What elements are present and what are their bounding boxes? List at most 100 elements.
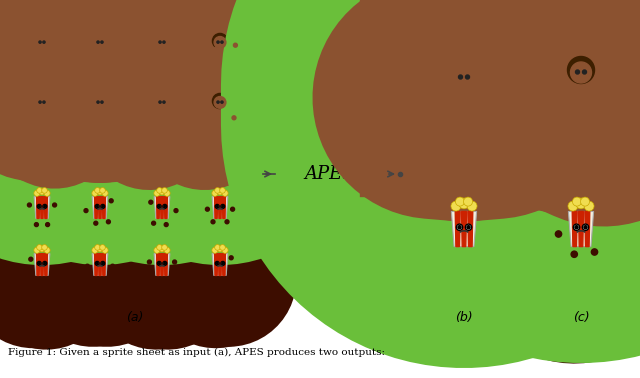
Circle shape xyxy=(37,204,41,208)
Circle shape xyxy=(95,245,100,250)
Ellipse shape xyxy=(163,81,169,85)
Circle shape xyxy=(36,96,48,108)
Circle shape xyxy=(39,41,41,43)
Circle shape xyxy=(459,198,469,209)
Circle shape xyxy=(164,205,166,208)
Circle shape xyxy=(101,204,105,208)
Ellipse shape xyxy=(92,80,97,83)
Circle shape xyxy=(467,201,477,211)
Polygon shape xyxy=(44,254,47,276)
Circle shape xyxy=(591,249,598,255)
Circle shape xyxy=(556,231,562,237)
Circle shape xyxy=(230,207,235,211)
Circle shape xyxy=(159,41,161,43)
Circle shape xyxy=(164,223,168,226)
Circle shape xyxy=(572,197,582,206)
Circle shape xyxy=(94,96,106,108)
Circle shape xyxy=(100,245,106,250)
Circle shape xyxy=(163,262,167,265)
Circle shape xyxy=(205,60,209,64)
Circle shape xyxy=(36,187,42,193)
Circle shape xyxy=(458,75,463,79)
Polygon shape xyxy=(468,212,473,246)
Circle shape xyxy=(94,37,106,48)
Circle shape xyxy=(156,37,168,48)
Circle shape xyxy=(205,207,209,211)
Circle shape xyxy=(222,190,228,196)
Text: Figure 1: Given a sprite sheet as input (a), APES produces two outputs:: Figure 1: Given a sprite sheet as input … xyxy=(8,347,385,356)
Polygon shape xyxy=(222,254,225,276)
Circle shape xyxy=(149,200,153,204)
Polygon shape xyxy=(455,212,460,246)
Circle shape xyxy=(451,62,477,88)
Circle shape xyxy=(467,226,470,229)
Polygon shape xyxy=(572,212,577,246)
Circle shape xyxy=(97,188,104,195)
Polygon shape xyxy=(212,254,228,276)
Circle shape xyxy=(568,56,595,84)
Circle shape xyxy=(490,94,497,101)
Circle shape xyxy=(92,247,98,253)
Circle shape xyxy=(216,205,218,208)
Circle shape xyxy=(106,220,110,224)
Circle shape xyxy=(225,220,229,224)
Circle shape xyxy=(102,205,104,208)
Circle shape xyxy=(212,190,218,196)
Circle shape xyxy=(95,204,99,208)
Circle shape xyxy=(158,205,160,208)
Circle shape xyxy=(582,70,586,74)
Ellipse shape xyxy=(155,81,161,85)
Circle shape xyxy=(552,87,559,93)
Ellipse shape xyxy=(49,79,55,82)
Circle shape xyxy=(163,41,165,43)
Circle shape xyxy=(44,247,50,253)
Circle shape xyxy=(575,198,586,209)
Polygon shape xyxy=(102,254,106,276)
FancyBboxPatch shape xyxy=(8,160,263,300)
Circle shape xyxy=(456,224,463,231)
Circle shape xyxy=(456,197,465,206)
Text: (b): (b) xyxy=(455,311,473,324)
Circle shape xyxy=(24,60,29,64)
Circle shape xyxy=(216,245,223,252)
Circle shape xyxy=(92,33,108,48)
Polygon shape xyxy=(585,212,590,246)
Circle shape xyxy=(454,67,474,88)
Circle shape xyxy=(163,204,167,208)
Circle shape xyxy=(52,203,56,207)
Circle shape xyxy=(212,33,228,48)
Circle shape xyxy=(575,70,579,74)
Circle shape xyxy=(214,37,226,48)
Circle shape xyxy=(35,223,38,226)
Circle shape xyxy=(91,277,95,281)
Polygon shape xyxy=(222,197,225,218)
Circle shape xyxy=(109,199,113,203)
Circle shape xyxy=(39,101,41,103)
Circle shape xyxy=(92,93,108,108)
Circle shape xyxy=(154,93,170,108)
Polygon shape xyxy=(34,254,50,276)
Circle shape xyxy=(203,120,207,124)
Polygon shape xyxy=(102,197,106,218)
Circle shape xyxy=(470,253,476,260)
Circle shape xyxy=(157,204,161,208)
Circle shape xyxy=(97,245,104,252)
Circle shape xyxy=(214,245,220,250)
Circle shape xyxy=(52,119,56,122)
Ellipse shape xyxy=(595,135,607,141)
Polygon shape xyxy=(157,254,159,276)
Circle shape xyxy=(216,262,218,264)
Polygon shape xyxy=(214,254,218,276)
Circle shape xyxy=(95,187,100,193)
Circle shape xyxy=(34,247,40,253)
Circle shape xyxy=(575,226,578,229)
Circle shape xyxy=(92,190,98,196)
Circle shape xyxy=(229,256,233,260)
Circle shape xyxy=(232,116,236,120)
Circle shape xyxy=(220,245,225,250)
Circle shape xyxy=(175,103,179,107)
Circle shape xyxy=(154,247,160,253)
Ellipse shape xyxy=(209,141,214,145)
Circle shape xyxy=(102,262,104,264)
Polygon shape xyxy=(99,197,102,218)
